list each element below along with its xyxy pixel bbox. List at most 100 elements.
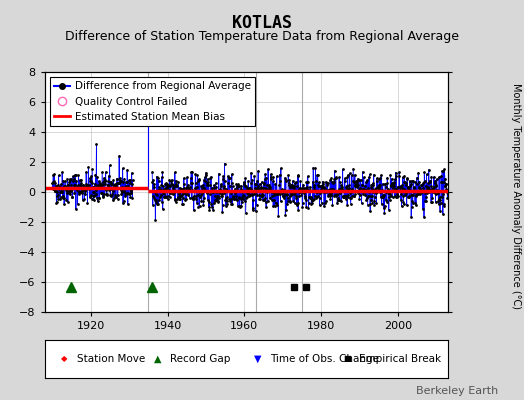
Point	[408, 198, 417, 204]
Point	[172, 178, 180, 184]
Point	[222, 202, 230, 209]
Point	[187, 175, 195, 181]
Point	[306, 194, 314, 201]
Point	[355, 185, 364, 191]
Point	[312, 178, 320, 184]
Point	[201, 187, 209, 194]
Point	[300, 188, 308, 194]
Point	[53, 182, 62, 188]
Point	[391, 176, 399, 182]
Point	[68, 194, 77, 200]
Point	[383, 180, 391, 186]
Point	[436, 208, 444, 214]
Point	[243, 187, 252, 194]
Point	[225, 196, 234, 202]
Point	[331, 167, 339, 174]
Point	[342, 184, 350, 190]
Point	[91, 180, 99, 187]
Point	[112, 181, 121, 188]
Point	[94, 178, 103, 184]
Point	[115, 152, 123, 159]
Point	[336, 182, 345, 188]
Point	[372, 199, 380, 206]
Point	[195, 189, 203, 196]
Point	[416, 190, 424, 197]
Point	[210, 185, 219, 191]
Point	[174, 189, 183, 196]
Point	[344, 192, 353, 198]
Point	[213, 189, 222, 196]
Point	[264, 166, 272, 172]
Point	[59, 194, 68, 201]
Point	[363, 194, 371, 201]
Point	[433, 176, 441, 182]
Point	[382, 188, 390, 195]
Point	[398, 184, 406, 191]
Point	[250, 185, 259, 192]
Point	[282, 177, 290, 183]
Point	[248, 177, 256, 184]
Point	[170, 196, 179, 202]
Point	[328, 202, 336, 208]
Point	[89, 188, 97, 195]
Point	[356, 176, 365, 183]
Point	[176, 184, 184, 191]
Point	[279, 188, 288, 195]
Point	[247, 169, 255, 176]
Point	[171, 197, 179, 204]
Point	[220, 160, 228, 167]
Point	[298, 188, 306, 195]
Point	[385, 190, 394, 197]
Point	[388, 188, 397, 194]
Point	[210, 182, 218, 188]
Point	[332, 192, 341, 198]
Point	[191, 180, 200, 186]
Point	[280, 193, 288, 199]
Point	[381, 184, 390, 191]
Point	[418, 187, 427, 194]
Point	[62, 196, 71, 203]
Point	[157, 192, 165, 198]
Point	[86, 178, 95, 184]
Point	[313, 172, 322, 178]
Point	[101, 176, 109, 183]
Point	[55, 184, 63, 190]
Point	[119, 198, 128, 204]
Point	[347, 188, 355, 195]
Point	[332, 174, 340, 180]
Point	[188, 168, 196, 175]
Point	[267, 176, 275, 182]
Point	[244, 186, 253, 192]
Point	[272, 173, 281, 180]
Point	[310, 186, 318, 193]
Point	[242, 210, 250, 217]
Point	[206, 174, 215, 181]
Point	[289, 198, 297, 204]
Point	[60, 195, 69, 202]
Point	[90, 197, 98, 204]
Point	[251, 180, 259, 187]
Point	[238, 188, 247, 194]
Point	[391, 169, 400, 176]
Point	[76, 182, 84, 188]
Point	[225, 174, 234, 181]
Point	[346, 195, 355, 202]
Point	[409, 192, 418, 199]
Point	[199, 182, 207, 188]
Point	[410, 184, 419, 190]
Point	[224, 180, 232, 186]
Point	[379, 192, 388, 198]
Point	[291, 193, 300, 199]
Point	[106, 191, 114, 198]
Point	[315, 179, 323, 186]
Point	[265, 187, 273, 194]
Point	[407, 181, 415, 188]
Point	[202, 172, 211, 179]
Point	[435, 196, 443, 202]
Point	[100, 178, 108, 184]
Point	[198, 184, 206, 190]
Point	[362, 186, 370, 193]
Point	[57, 181, 65, 188]
Point	[323, 188, 331, 194]
Point	[316, 190, 324, 197]
